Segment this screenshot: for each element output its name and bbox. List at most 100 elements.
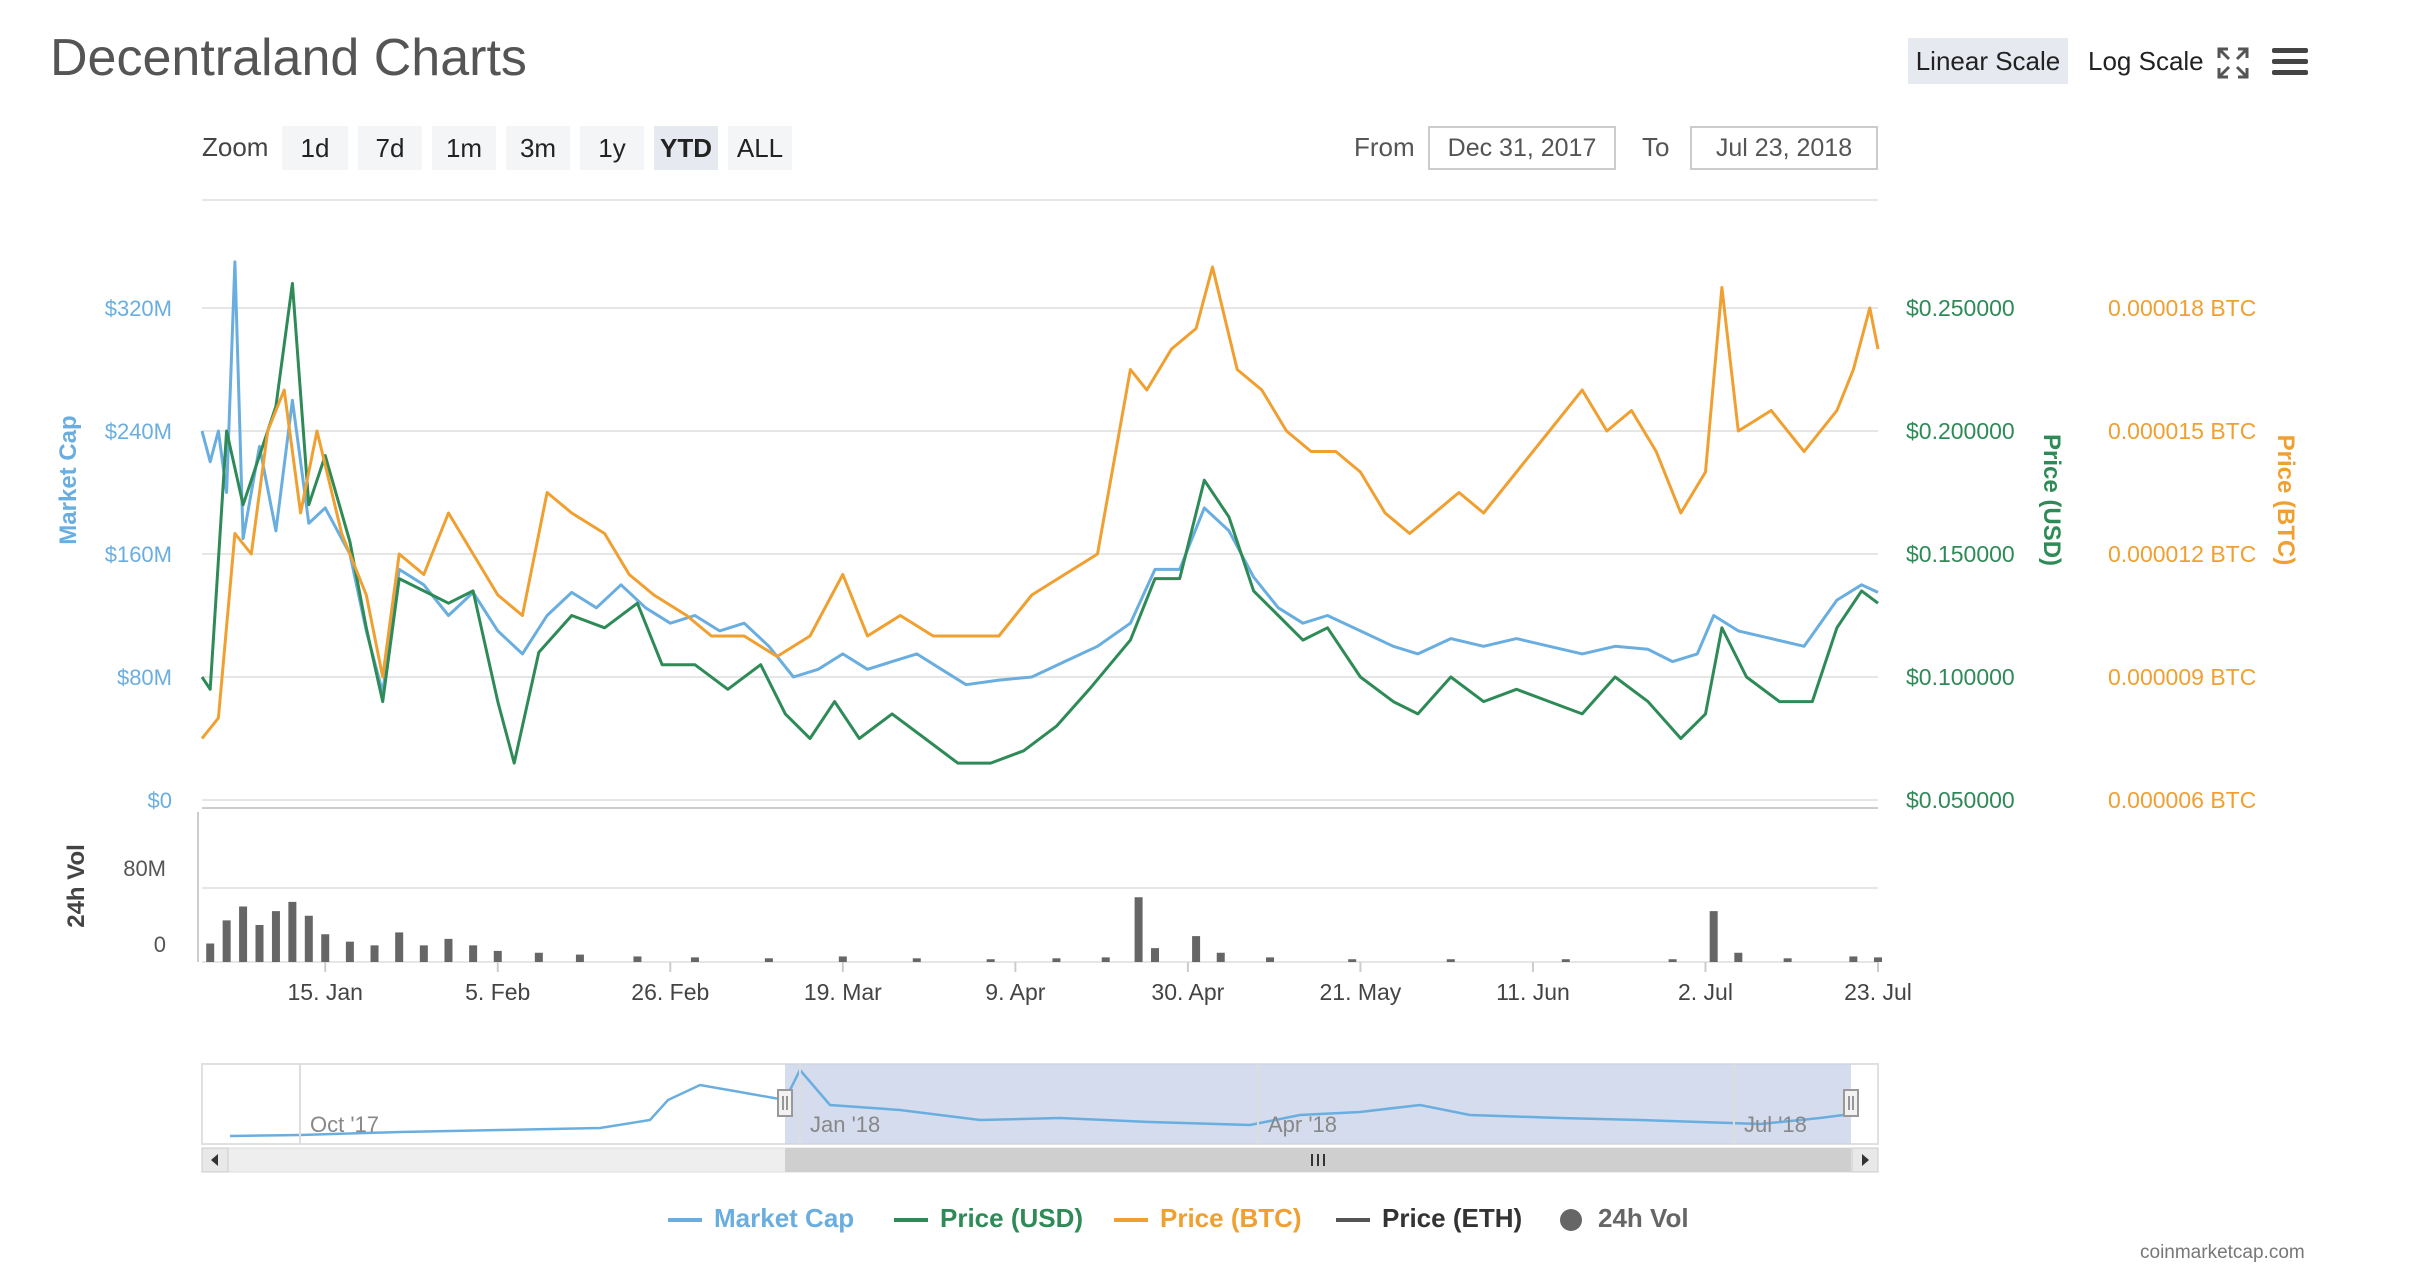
volume-bar	[838, 956, 847, 962]
price-usd-axis-title: Price (USD)	[2038, 434, 2065, 566]
price-btc-axis-title: Price (BTC)	[2272, 435, 2299, 566]
volume-bar	[690, 957, 699, 962]
volume-bar	[321, 934, 330, 962]
volume-bar	[912, 958, 921, 962]
to-date-input[interactable]	[1690, 126, 1878, 170]
fullscreen-icon[interactable]	[2216, 46, 2250, 80]
volume-bar	[206, 943, 215, 962]
navigator-selection	[785, 1064, 1851, 1144]
x-tick-label: 9. Apr	[985, 979, 1045, 1005]
volume-bar	[1734, 952, 1743, 962]
legend-marker	[668, 1218, 702, 1223]
x-tick-label: 19. Mar	[804, 979, 882, 1005]
volume-bar	[469, 945, 478, 962]
legend-marker	[1336, 1218, 1370, 1223]
legend-item-24h-vol[interactable]: 24h Vol	[1560, 1196, 1689, 1240]
volume-bar	[239, 906, 248, 962]
volume-bar	[1192, 936, 1201, 962]
to-label: To	[1642, 132, 1670, 162]
volume-bar	[633, 956, 642, 962]
navigator-tick-label: Jan '18	[810, 1112, 880, 1137]
market-cap-tick-label: $160M	[105, 542, 172, 567]
price-usd-tick-label: $0.100000	[1906, 664, 2015, 690]
volume-bar	[304, 915, 313, 962]
zoom-button-1d[interactable]: 1d	[282, 126, 348, 170]
zoom-button-1m[interactable]: 1m	[432, 126, 496, 170]
volume-bar	[1783, 958, 1792, 962]
price-btc-tick-label: 0.000009 BTC	[2108, 664, 2256, 690]
market-cap-axis-title: Market Cap	[55, 415, 82, 544]
from-label: From	[1354, 132, 1415, 162]
volume-bar	[575, 954, 584, 962]
volume-bar	[493, 950, 502, 962]
zoom-button-3m[interactable]: 3m	[506, 126, 570, 170]
volume-bar	[764, 958, 773, 962]
x-tick-label: 2. Jul	[1678, 979, 1733, 1005]
volume-bar	[271, 911, 280, 962]
credit-link[interactable]: coinmarketcap.com	[2140, 1242, 2305, 1263]
volume-bar	[419, 945, 428, 962]
log-scale-button[interactable]: Log Scale	[2088, 46, 2204, 76]
navigator	[201, 1063, 1879, 1173]
volume-bar	[1216, 952, 1225, 962]
volume-bar	[1101, 957, 1110, 962]
legend-marker	[894, 1218, 928, 1223]
legend-label: Price (ETH)	[1382, 1203, 1523, 1233]
volume-bar	[1134, 897, 1143, 962]
volume-bar	[1561, 959, 1570, 962]
volume-bar	[1709, 911, 1718, 962]
zoom-button-ytd[interactable]: YTD	[654, 126, 718, 170]
legend-item-price-btc[interactable]: Price (BTC)	[1114, 1196, 1302, 1240]
x-tick-label: 26. Feb	[631, 979, 709, 1005]
navigator-tick-label: Oct '17	[310, 1112, 379, 1137]
legend-item-price-eth[interactable]: Price (ETH)	[1336, 1196, 1522, 1240]
price-btc-tick-label: 0.000018 BTC	[2108, 295, 2256, 321]
legend-item-price-usd[interactable]: Price (USD)	[894, 1196, 1083, 1240]
legend-label: Price (BTC)	[1160, 1203, 1302, 1233]
volume-axis-title: 24h Vol	[63, 844, 90, 928]
x-tick-label: 30. Apr	[1151, 979, 1224, 1005]
volume-bar	[222, 920, 231, 962]
volume-bar	[1668, 959, 1677, 962]
market-cap-tick-label: $0	[148, 788, 172, 813]
price-usd-tick-label: $0.200000	[1906, 418, 2015, 444]
volume-bar	[1849, 956, 1858, 962]
series-line-price-usd	[200, 281, 1879, 765]
linear-scale-button[interactable]: Linear Scale	[1908, 38, 2068, 84]
volume-tick-label: 80M	[123, 856, 166, 881]
zoom-button-all[interactable]: ALL	[728, 126, 792, 170]
x-tick-label: 23. Jul	[1844, 979, 1912, 1005]
volume-bar	[370, 945, 379, 962]
price-usd-tick-label: $0.250000	[1906, 295, 2015, 321]
arrow-left-icon	[211, 1154, 218, 1166]
series-line-market-cap	[200, 260, 1879, 694]
price-usd-tick-label: $0.150000	[1906, 541, 2015, 567]
menu-icon[interactable]	[2270, 44, 2310, 80]
volume-bar	[1348, 959, 1357, 962]
zoom-button-1y[interactable]: 1y	[580, 126, 644, 170]
navigator-tick-label: Jul '18	[1744, 1112, 1807, 1137]
volume-bar	[986, 959, 995, 962]
volume-bars	[206, 897, 1882, 962]
volume-bar	[1151, 948, 1160, 962]
price-usd-tick-label: $0.050000	[1906, 787, 2015, 813]
legend-marker	[1114, 1218, 1148, 1223]
price-btc-tick-label: 0.000006 BTC	[2108, 787, 2256, 813]
from-date-input[interactable]	[1428, 126, 1616, 170]
navigator-line	[229, 1067, 1852, 1138]
navigator-handle[interactable]	[1843, 1089, 1859, 1117]
volume-bar	[1266, 957, 1275, 962]
zoom-button-7d[interactable]: 7d	[358, 126, 422, 170]
navigator-handle[interactable]	[777, 1089, 793, 1117]
volume-tick-label: 0	[154, 932, 166, 957]
legend-label: 24h Vol	[1598, 1203, 1689, 1233]
volume-bar	[1874, 957, 1882, 962]
legend-item-market-cap[interactable]: Market Cap	[668, 1196, 854, 1240]
x-tick-label: 15. Jan	[288, 979, 363, 1005]
x-tick-label: 21. May	[1319, 979, 1401, 1005]
navigator-tick-label: Apr '18	[1268, 1112, 1337, 1137]
gridlines	[197, 199, 1878, 963]
price-btc-tick-label: 0.000015 BTC	[2108, 418, 2256, 444]
legend-label: Price (USD)	[940, 1203, 1084, 1233]
